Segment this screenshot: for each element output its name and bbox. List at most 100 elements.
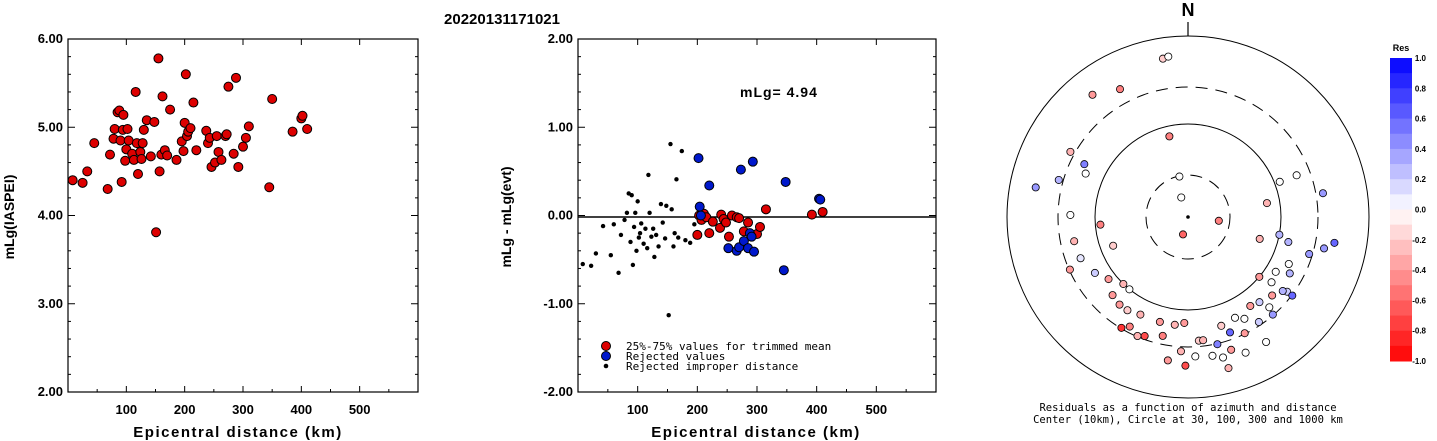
data-point — [668, 141, 673, 147]
data-point — [588, 263, 594, 269]
station-point — [1096, 220, 1105, 229]
data-point — [221, 129, 232, 140]
data-point — [692, 222, 697, 227]
data-point — [650, 226, 656, 231]
data-point — [618, 232, 624, 238]
data-point — [608, 253, 614, 258]
y-tick-label: 2.00 — [38, 384, 63, 399]
data-point — [653, 232, 659, 238]
station-point — [1080, 160, 1089, 169]
colorbar-title: Res — [1393, 43, 1410, 53]
station-point — [1246, 301, 1255, 310]
data-point — [115, 135, 126, 146]
data-point — [162, 150, 173, 161]
data-point — [692, 229, 703, 240]
data-point — [611, 222, 616, 227]
x-tick-label: 100 — [627, 402, 649, 417]
ring-1000km — [1006, 35, 1370, 399]
station-point — [1104, 275, 1113, 284]
data-point — [723, 243, 734, 254]
data-point — [760, 204, 771, 215]
ring-30km — [1145, 174, 1231, 260]
y-tick-label: 2.00 — [548, 31, 573, 46]
data-point — [628, 239, 633, 245]
station-point — [1255, 234, 1264, 243]
data-point — [694, 201, 705, 212]
station-point — [1278, 287, 1287, 296]
colorbar-segment — [1390, 285, 1412, 301]
station-point — [1119, 279, 1128, 288]
x-tick-label: 500 — [865, 402, 887, 417]
data-point — [180, 69, 191, 80]
colorbar-segment — [1390, 179, 1412, 195]
station-point — [1031, 183, 1040, 192]
data-point — [743, 217, 754, 228]
data-point — [153, 53, 164, 64]
data-point — [157, 91, 168, 102]
data-point — [240, 132, 251, 143]
colorbar-segment — [1390, 270, 1412, 286]
colorbar-segment — [1390, 148, 1412, 165]
colorbar-segment — [1390, 118, 1412, 135]
station-point — [1285, 269, 1294, 278]
data-point — [676, 235, 681, 240]
data-point — [630, 262, 636, 268]
data-point — [297, 110, 308, 121]
residual-vs-distance-panel: 100 200 300 400 500 -2.00 -1.00 0.00 1.00 2.00 mL… — [498, 31, 937, 441]
station-point — [1123, 306, 1132, 315]
x-tick-label: 400 — [290, 402, 312, 417]
data-point — [656, 244, 661, 249]
data-point — [695, 210, 706, 221]
station-point — [1076, 254, 1085, 263]
x-tick-label: 200 — [686, 402, 708, 417]
station-point — [1125, 285, 1134, 294]
colorbar-segment — [1390, 254, 1412, 271]
station-point — [1284, 259, 1293, 268]
data-point — [635, 199, 640, 204]
tick-group: 100 200 300 400 500 -2.00 -1.00 0.00 1.00 2.00 — [543, 31, 937, 417]
station-point — [1320, 244, 1329, 253]
colorbar-tick-label: -0.2 — [1412, 236, 1426, 245]
station-point — [1214, 216, 1223, 225]
chart-title: 20220131171021 — [444, 11, 560, 28]
colorbar-segment — [1390, 224, 1412, 241]
legend-label-rejected: Rejected values — [626, 350, 725, 363]
station-point — [1226, 328, 1235, 337]
station-point — [1116, 85, 1125, 94]
station-point — [1230, 313, 1239, 322]
data-point — [118, 109, 129, 120]
data-point — [778, 265, 789, 276]
data-point — [154, 166, 165, 177]
legend-label-trimmed: 25%-75% values for trimmed mean — [626, 340, 831, 353]
data-point — [102, 184, 113, 195]
station-point — [1292, 171, 1301, 180]
station-point — [1181, 361, 1190, 370]
station-point — [1208, 351, 1217, 360]
station-point — [1254, 318, 1263, 327]
station-point — [1199, 336, 1208, 345]
colorbar-segment — [1390, 88, 1412, 104]
station-point — [1164, 52, 1173, 61]
colorbar-tick-label: 0.4 — [1415, 145, 1427, 154]
station-point — [1268, 291, 1277, 300]
data-point — [693, 153, 704, 164]
data-point — [165, 104, 176, 115]
data-point — [631, 224, 637, 230]
station-point — [1241, 348, 1250, 357]
data-point — [671, 244, 676, 249]
data-point — [77, 177, 88, 188]
data-point — [267, 94, 278, 105]
station-point — [1133, 332, 1142, 341]
data-point — [231, 72, 241, 83]
colorbar-segment — [1390, 239, 1412, 256]
station-point — [1125, 322, 1134, 331]
colorbar-tick-label: -1.0 — [1412, 357, 1426, 366]
data-point — [116, 176, 127, 187]
station-point — [1180, 318, 1189, 327]
station-point — [1275, 230, 1284, 239]
data-point — [652, 254, 657, 260]
station-point — [1268, 310, 1277, 319]
station-point — [1175, 172, 1184, 181]
station-point — [1219, 353, 1228, 362]
